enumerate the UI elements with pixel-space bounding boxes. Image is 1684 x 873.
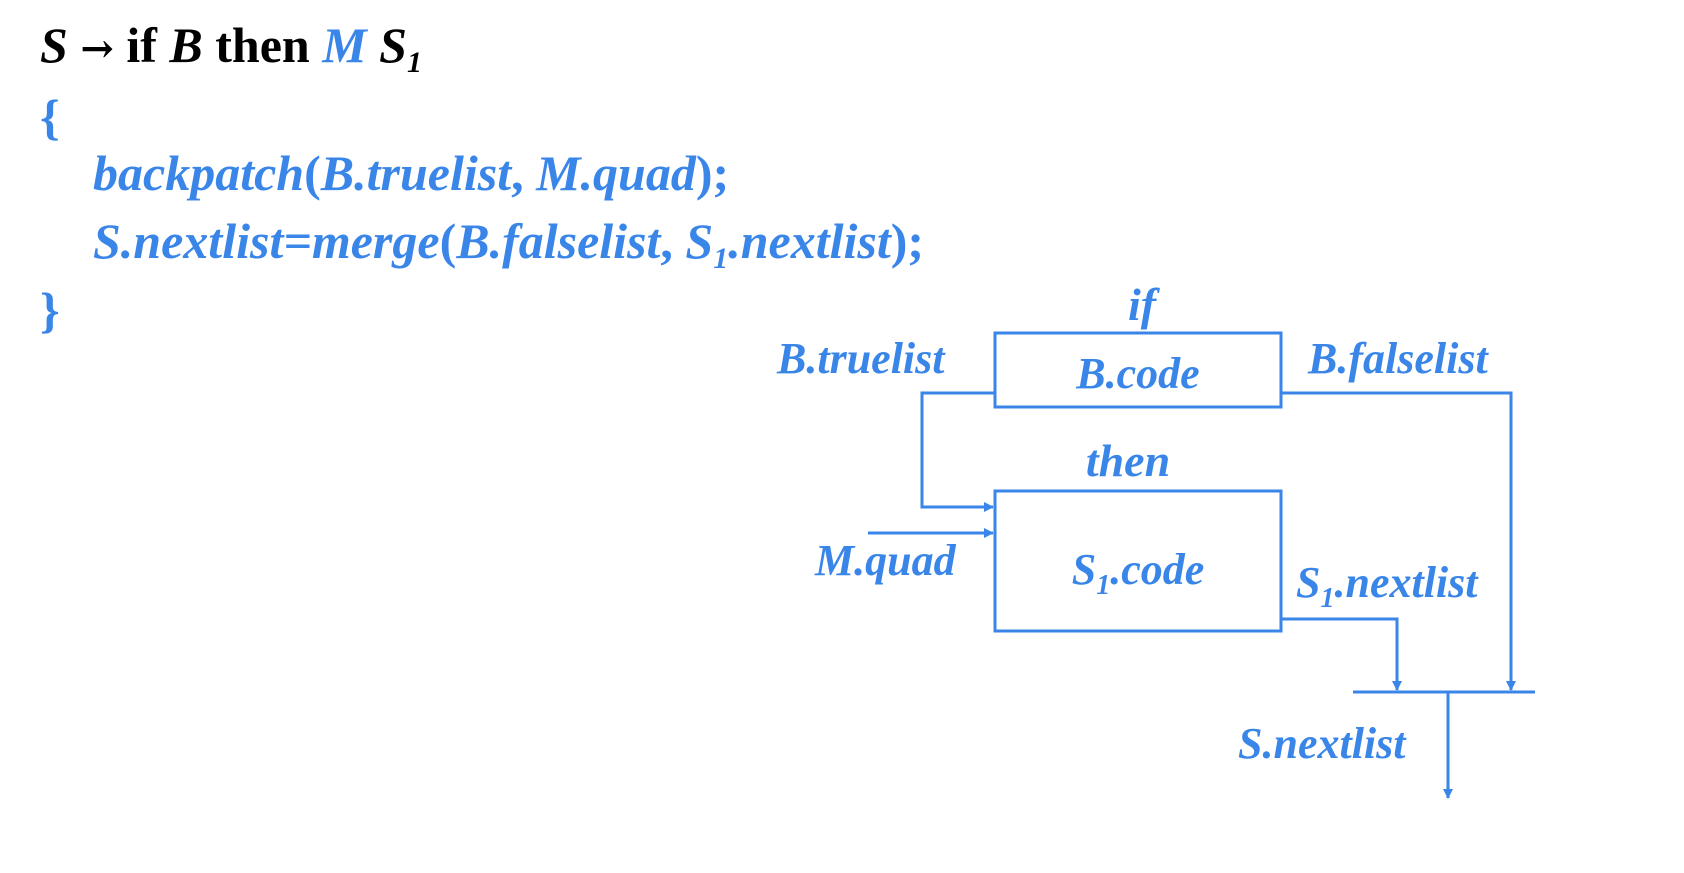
b-falselist-label: B.falselist	[1307, 334, 1489, 383]
rule-arrow: →	[80, 25, 114, 72]
paren-open: (	[304, 145, 321, 201]
comma: ,	[511, 145, 537, 201]
b-truelist-label: B.truelist	[776, 334, 946, 383]
rule-then-keyword: then	[215, 17, 310, 73]
merge-target: S.nextlist=merge	[93, 213, 440, 269]
func-backpatch: backpatch	[93, 145, 305, 201]
rule-m: M	[322, 17, 367, 73]
falselist-arrow	[1281, 391, 1516, 691]
comma: ,	[660, 213, 686, 269]
open-brace: {	[40, 89, 60, 145]
rule-s: S1	[379, 17, 422, 79]
s1-code-box	[993, 489, 1283, 633]
production-rule: S → if B then M S1	[40, 17, 422, 79]
b-code-box	[993, 331, 1283, 409]
paren-open: (	[439, 213, 457, 269]
s1-nextlist-label: S1.nextlist	[1296, 558, 1479, 614]
rule-b: B	[169, 17, 203, 73]
rule-if-keyword: if	[126, 17, 157, 73]
s1-nextlist-arrow	[1281, 617, 1402, 691]
code-line-backpatch: backpatch(B.truelist, M.quad);	[93, 148, 729, 198]
b-code-label: B.code	[1075, 349, 1199, 398]
arg-m-quad: M.quad	[536, 145, 696, 201]
paren-close: );	[695, 145, 730, 201]
rule-lhs: S	[40, 17, 68, 73]
paren-close: );	[890, 213, 925, 269]
truelist-arrow	[920, 391, 995, 512]
m-quad-label: M.quad	[814, 536, 957, 585]
arg-b-falselist: B.falselist	[456, 213, 661, 269]
close-brace: }	[40, 282, 60, 338]
arg-b-truelist: B.truelist	[320, 145, 512, 201]
code-line-merge: S.nextlist=merge(B.falselist, S1.nextlis…	[93, 213, 925, 275]
if-label: if	[1128, 279, 1161, 330]
s1-code-label: S1.code	[1072, 545, 1205, 601]
then-label: then	[1086, 435, 1170, 486]
arg-s1-nextlist: S1.nextlist	[685, 213, 891, 275]
s-nextlist-label: S.nextlist	[1238, 719, 1407, 768]
